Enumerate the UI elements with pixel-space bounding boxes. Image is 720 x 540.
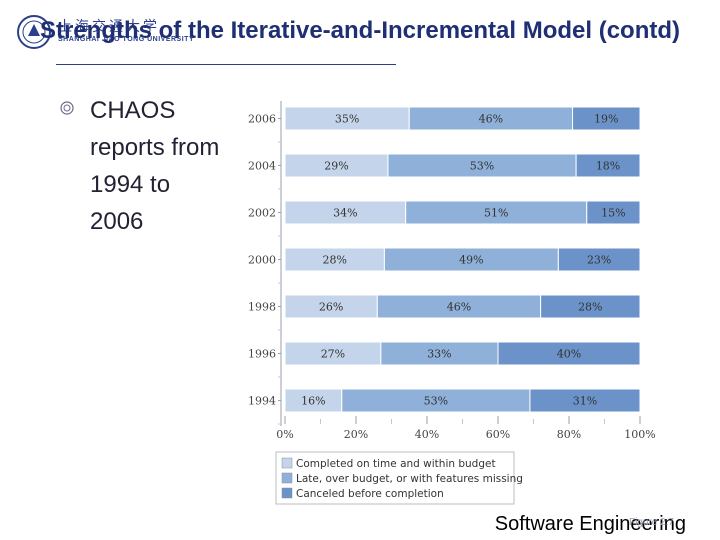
footer-course: Software Engineering (494, 513, 686, 535)
legend-label: Completed on time and within budget (296, 458, 496, 470)
x-tick-label: 20% (344, 428, 368, 441)
data-label: 46% (479, 113, 503, 126)
university-name-cn: 上海交通大学 (58, 19, 160, 35)
data-label: 23% (587, 254, 611, 267)
data-label: 18% (596, 160, 620, 173)
data-label: 26% (319, 301, 343, 314)
data-label: 46% (447, 301, 471, 314)
x-tick-label: 60% (486, 428, 510, 441)
x-tick-label: 100% (624, 428, 655, 441)
data-label: 51% (484, 207, 508, 220)
data-label: 40% (557, 348, 581, 361)
figure-label: Figure 2.7 (628, 517, 674, 528)
x-tick-label: 80% (557, 428, 581, 441)
data-label: 28% (578, 301, 602, 314)
data-label: 34% (333, 207, 357, 220)
chaos-chart: 2006 35% 46% 19% 2004 29% 53% 18% 2002 34% 51% 15% 2… (248, 101, 656, 505)
legend-swatch (281, 487, 293, 499)
data-label: 31% (573, 395, 597, 408)
bar-segment (572, 106, 641, 131)
category-label: 2002 (248, 207, 276, 220)
category-label: 2000 (248, 254, 276, 267)
data-label: 29% (324, 160, 348, 173)
data-label: 28% (322, 254, 346, 267)
category-label: 1996 (248, 348, 276, 361)
data-label: 53% (424, 395, 448, 408)
category-label: 2004 (248, 160, 276, 173)
category-label: 1994 (248, 395, 276, 408)
data-label: 35% (335, 113, 359, 126)
bar-segment (575, 153, 641, 178)
data-label: 33% (427, 348, 451, 361)
bar-segment (540, 294, 641, 319)
data-label: 27% (321, 348, 345, 361)
legend-swatch (281, 472, 293, 484)
legend-label: Canceled before completion (296, 488, 444, 500)
category-label: 2006 (248, 113, 276, 126)
legend-label: Late, over budget, or with features miss… (296, 473, 523, 485)
university-name-en: SHANGHAI JIAO TONG UNIVERSITY (58, 36, 195, 43)
data-label: 19% (594, 113, 618, 126)
university-logo-icon (17, 15, 51, 49)
bar-segment (497, 341, 641, 366)
data-label: 53% (470, 160, 494, 173)
category-label: 1998 (248, 301, 276, 314)
bullet-text: CHAOS reports from 1994 to 2006 (90, 97, 220, 235)
data-label: 49% (459, 254, 483, 267)
x-tick-label: 40% (415, 428, 439, 441)
data-label: 16% (301, 395, 325, 408)
bullet-icon (60, 101, 74, 115)
data-label: 15% (601, 207, 625, 220)
bar-segment (586, 200, 641, 225)
bar-segment (529, 388, 641, 413)
header-divider (56, 64, 396, 65)
bar-segment (557, 247, 641, 272)
legend-box (275, 451, 515, 505)
x-tick-label: 0% (276, 428, 293, 441)
slide-title: Strengths of the Iterative-and-Increment… (39, 17, 681, 44)
legend-swatch (281, 457, 293, 469)
